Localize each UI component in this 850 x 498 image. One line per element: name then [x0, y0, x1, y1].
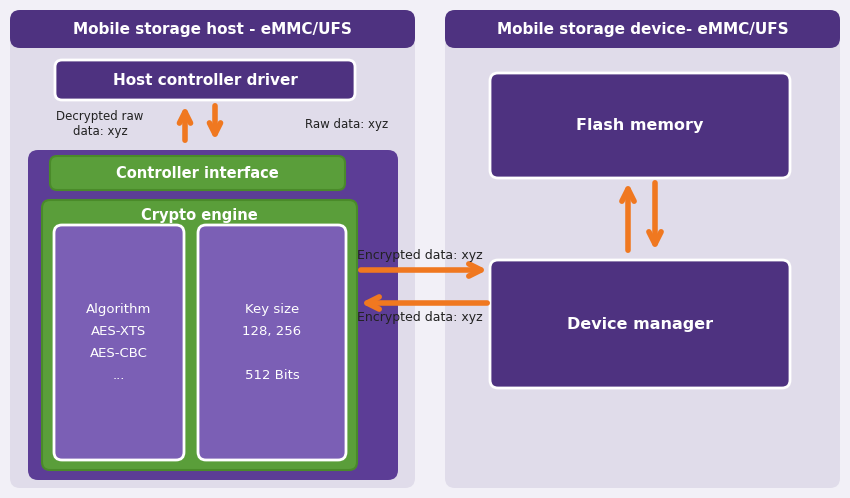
Text: Host controller driver: Host controller driver — [112, 73, 298, 88]
Text: Decrypted raw
data: xyz: Decrypted raw data: xyz — [56, 110, 144, 138]
FancyBboxPatch shape — [490, 73, 790, 178]
Text: Controller interface: Controller interface — [116, 165, 279, 180]
FancyBboxPatch shape — [10, 10, 415, 48]
FancyBboxPatch shape — [54, 225, 184, 460]
Text: Host controller: Host controller — [151, 156, 275, 171]
Text: Algorithm
AES-XTS
AES-CBC
...: Algorithm AES-XTS AES-CBC ... — [87, 303, 151, 382]
Text: Flash memory: Flash memory — [576, 118, 704, 133]
FancyBboxPatch shape — [55, 60, 355, 100]
FancyBboxPatch shape — [10, 10, 415, 488]
Text: Mobile storage host - eMMC/UFS: Mobile storage host - eMMC/UFS — [73, 21, 352, 36]
FancyBboxPatch shape — [50, 156, 345, 190]
FancyBboxPatch shape — [42, 200, 357, 470]
FancyBboxPatch shape — [490, 260, 790, 388]
Text: Raw data: xyz: Raw data: xyz — [305, 118, 388, 130]
FancyBboxPatch shape — [198, 225, 346, 460]
Text: Encrypted data: xyz: Encrypted data: xyz — [357, 311, 483, 324]
FancyBboxPatch shape — [445, 10, 840, 48]
FancyBboxPatch shape — [28, 150, 398, 480]
Text: Crypto engine: Crypto engine — [141, 208, 258, 223]
Text: Encrypted data: xyz: Encrypted data: xyz — [357, 249, 483, 262]
FancyBboxPatch shape — [445, 10, 840, 488]
Text: Key size
128, 256

512 Bits: Key size 128, 256 512 Bits — [242, 303, 302, 382]
Text: Mobile storage device- eMMC/UFS: Mobile storage device- eMMC/UFS — [496, 21, 788, 36]
Text: Device manager: Device manager — [567, 317, 713, 332]
